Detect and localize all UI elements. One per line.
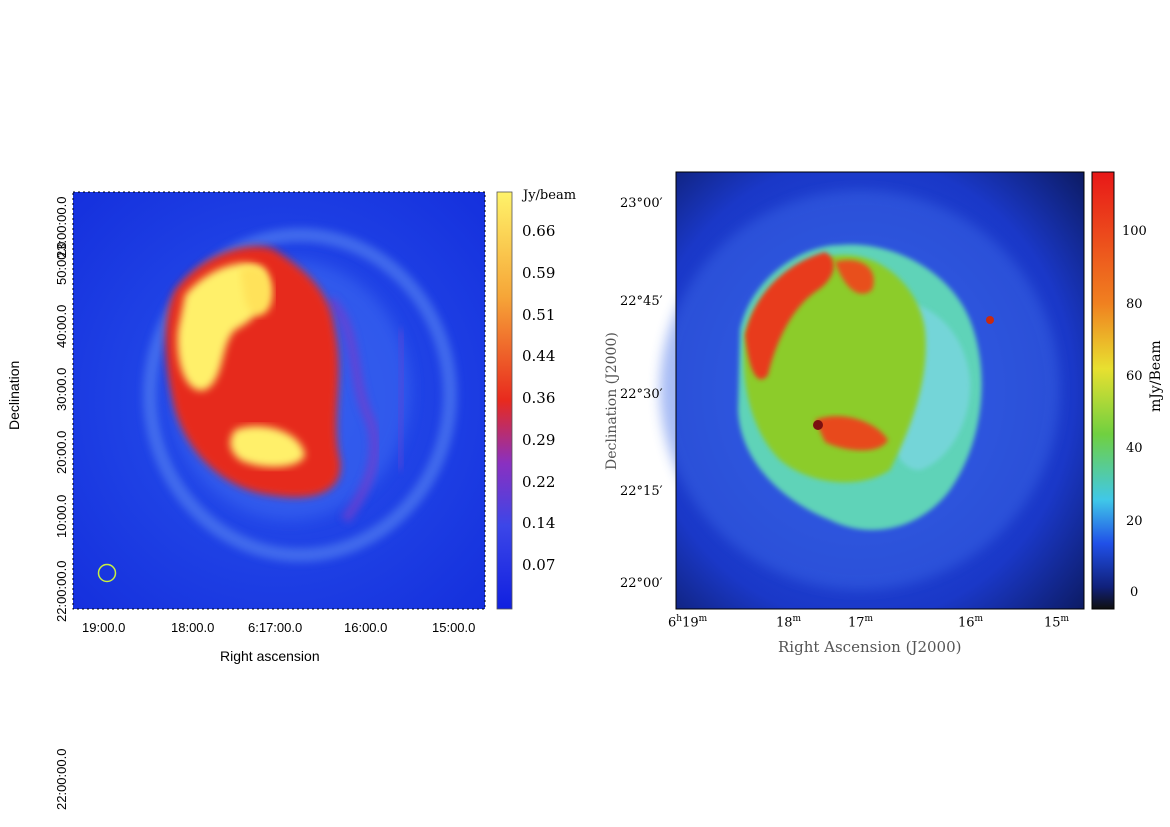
left-colorbar — [496, 191, 513, 610]
right-y-tick: 22°00′ — [620, 576, 663, 591]
left-x-tick: 6:17:00.0 — [248, 620, 303, 635]
left-colorbar-tick: 0.14 — [522, 514, 556, 532]
left-x-tick: 15:00.0 — [432, 620, 476, 635]
right-x-tick-first: 6h19m — [668, 614, 708, 631]
right-colorbar-tick: 60 — [1126, 369, 1143, 384]
left-map — [72, 191, 486, 610]
right-colorbar-tick: 0 — [1130, 585, 1139, 600]
right-x-tick: 15m — [1044, 614, 1070, 631]
right-y-tick: 23°00′ — [620, 196, 663, 211]
left-colorbar-tick: 0.66 — [522, 222, 556, 240]
left-colorbar-tick: 0.59 — [522, 264, 556, 282]
left-colorbar-tick: 0.36 — [522, 389, 556, 407]
right-map — [660, 171, 1085, 610]
right-colorbar-tick: 100 — [1122, 224, 1147, 239]
right-colorbar-tick: 80 — [1126, 297, 1143, 312]
right-x-tick: 17m — [848, 614, 874, 631]
left-colorbar-unit: Jy/beam — [523, 188, 577, 203]
right-colorbar-tick: 20 — [1126, 514, 1143, 529]
left-colorbar-tick: 0.22 — [522, 473, 556, 491]
right-colorbar-unit: mJy/Beam — [1148, 340, 1164, 412]
right-colorbar — [1091, 171, 1115, 610]
right-y-tick: 22°30′ — [620, 387, 663, 402]
right-y-tick: 22°45′ — [620, 294, 663, 309]
left-colorbar-tick: 0.29 — [522, 431, 556, 449]
left-colorbar-tick: 0.07 — [522, 556, 556, 574]
right-x-tick: 16m — [958, 614, 984, 631]
right-panel: 23°00′ 22°45′ 22°30′ 22°15′ 22°00′ Decli… — [590, 0, 1170, 827]
left-colorbar-tick: 0.51 — [522, 306, 556, 324]
left-x-tick: 19:00.0 — [82, 620, 126, 635]
right-x-tick: 18m — [776, 614, 802, 631]
right-x-label: Right Ascension (J2000) — [778, 638, 962, 656]
right-colorbar-tick: 40 — [1126, 441, 1143, 456]
beam-ellipse — [97, 563, 117, 583]
left-panel: 22:00:00.0 22:00:00.0 10:00.0 20:00.0 30… — [6, 188, 577, 810]
left-x-tick: 16:00.0 — [344, 620, 388, 635]
left-x-tick: 18:00.0 — [171, 620, 215, 635]
left-colorbar-tick: 0.44 — [522, 347, 556, 365]
left-x-label: Right ascension — [220, 648, 320, 664]
right-y-tick: 22°15′ — [620, 484, 663, 499]
